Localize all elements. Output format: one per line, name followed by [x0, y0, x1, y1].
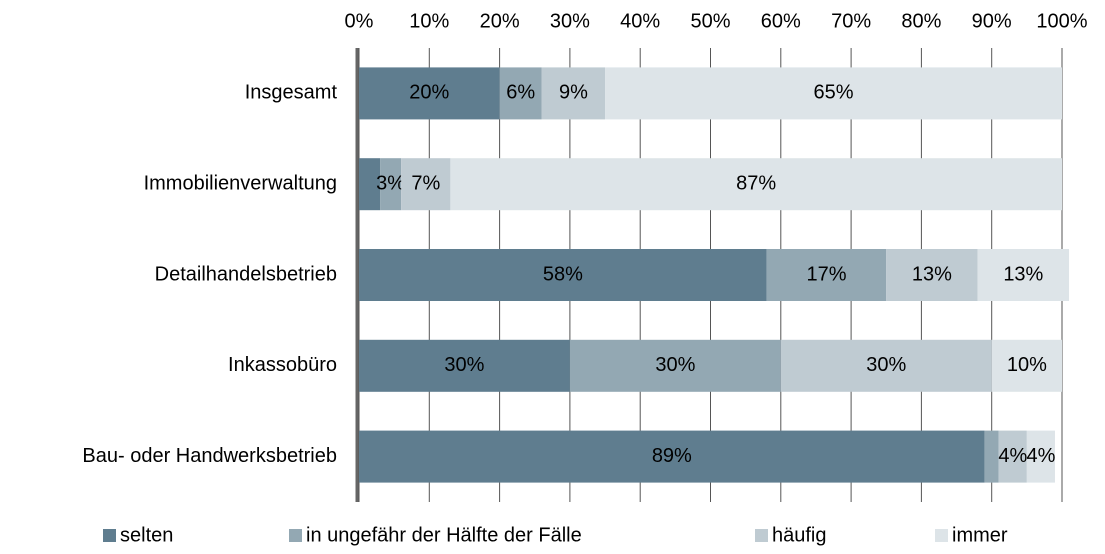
x-tick-label: 0% [345, 10, 374, 32]
y-tick-label: Insgesamt [245, 82, 338, 104]
bar-segment [984, 430, 999, 483]
bar-segment [991, 339, 1062, 392]
x-tick-label: 50% [690, 10, 730, 32]
bar-segment [977, 249, 1070, 301]
x-tick-label: 20% [480, 10, 520, 32]
bar-segment [359, 249, 767, 301]
data-label: 30% [444, 354, 484, 376]
bar-segment [886, 249, 978, 301]
bar-segment [359, 339, 570, 392]
bar-segment [359, 430, 985, 483]
data-label: 20% [409, 82, 449, 104]
data-label: 3% [376, 172, 405, 194]
data-label: 4% [998, 445, 1027, 467]
bar-segment [380, 158, 402, 211]
bar-segment [605, 67, 1062, 120]
x-tick-label: 70% [831, 10, 871, 32]
data-label: 4% [1026, 445, 1055, 467]
bar-segment [401, 158, 451, 211]
x-tick-label: 60% [761, 10, 801, 32]
bar-segment [499, 67, 542, 120]
legend-label: selten [120, 524, 173, 546]
data-label: 13% [912, 263, 952, 285]
x-tick-label: 80% [901, 10, 941, 32]
data-label: 13% [1003, 263, 1043, 285]
y-tick-label: Detailhandelsbetrieb [155, 263, 337, 285]
y-tick-label: Immobilienverwaltung [144, 172, 337, 194]
legend-swatch [755, 529, 768, 542]
data-label: 17% [806, 263, 846, 285]
bar-segment [998, 430, 1027, 483]
bar-segment [1026, 430, 1055, 483]
data-label: 7% [411, 172, 440, 194]
data-label: 9% [559, 82, 588, 104]
bar-segment [359, 158, 381, 211]
legend-label: immer [952, 524, 1008, 546]
data-label: 10% [1007, 354, 1047, 376]
data-label: 89% [652, 445, 692, 467]
data-label: 6% [506, 82, 535, 104]
legend-label: häufig [772, 524, 827, 546]
bar-segment [541, 67, 606, 120]
x-tick-label: 40% [620, 10, 660, 32]
x-tick-label: 100% [1036, 10, 1087, 32]
data-label: 65% [814, 82, 854, 104]
legend-swatch [289, 529, 302, 542]
data-label: 30% [866, 354, 906, 376]
legend-swatch [935, 529, 948, 542]
data-label: 58% [543, 263, 583, 285]
bar-segment [569, 339, 781, 392]
data-label: 87% [736, 172, 776, 194]
bar-segment [766, 249, 887, 301]
bar-segment [450, 158, 1062, 211]
legend-swatch [103, 529, 116, 542]
bar-segment [780, 339, 992, 392]
y-tick-label: Inkassobüro [228, 354, 337, 376]
bar-segment [359, 67, 500, 120]
x-tick-label: 30% [550, 10, 590, 32]
legend-label: in ungefähr der Hälfte der Fälle [306, 524, 582, 546]
x-tick-label: 10% [409, 10, 449, 32]
x-tick-label: 90% [972, 10, 1012, 32]
y-tick-label: Bau- oder Handwerksbetrieb [82, 445, 337, 467]
data-label: 30% [655, 354, 695, 376]
